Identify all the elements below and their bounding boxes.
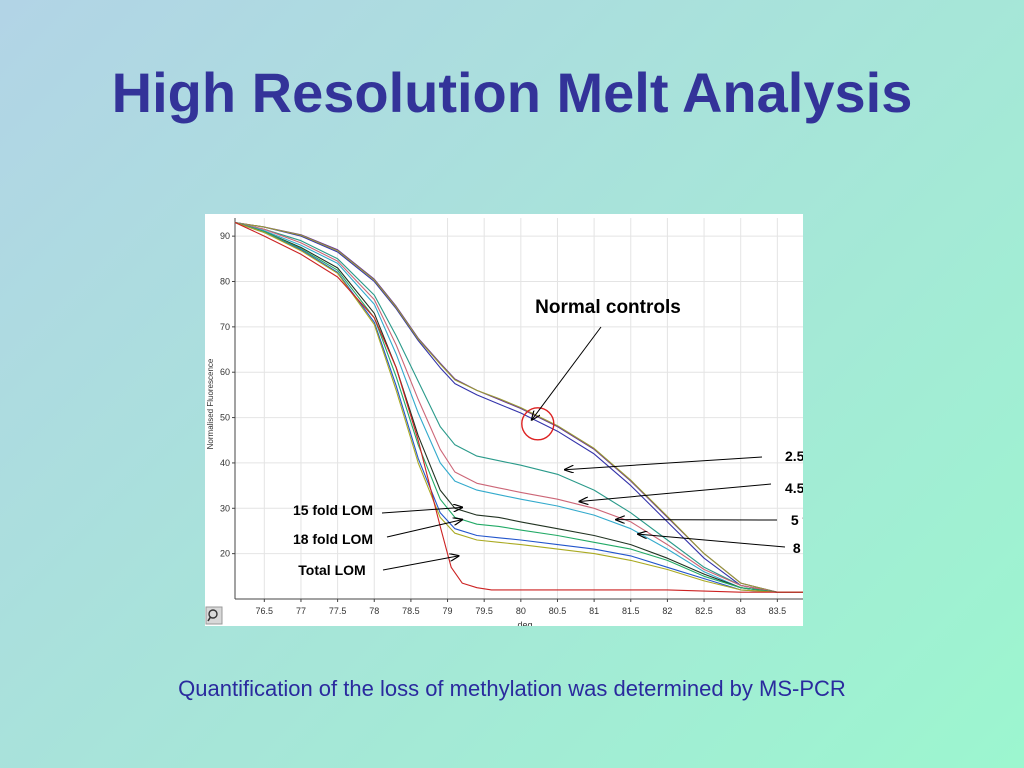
x-tick-label: 80.5: [549, 606, 567, 616]
melt-curve-series-3: [234, 221, 803, 593]
annotation-4-5-fold-lom: 4.5 fold LOM: [785, 480, 803, 496]
melt-curve-series-9: [234, 221, 803, 593]
x-tick-label: 83.5: [769, 606, 787, 616]
y-tick-label: 60: [220, 367, 230, 377]
melt-curve-series-1: [234, 221, 803, 593]
melt-curve-svg: 20 30 40 50 60 70 80 90 76.5 77 77.5 78 78.5 79 79.5 8…: [205, 218, 803, 626]
y-tick-label: 50: [220, 413, 230, 423]
annotation-5-fold-lom: 5 fold LOM: [791, 512, 803, 528]
arrow-4-5-fold-lom: [580, 483, 772, 502]
annotation-15-fold-lom: 15 fold LOM: [293, 502, 373, 518]
x-tick-label: 78.5: [402, 606, 420, 616]
y-axis-label: Normalised Fluorescence: [206, 358, 215, 449]
annotation-8-fold-lom: 8 fold LOM: [793, 540, 803, 556]
melt-curve-series-7: [234, 221, 803, 593]
melt-curve-series-6: [234, 221, 803, 593]
x-tick-label: 78: [369, 606, 379, 616]
arrow-2-5-fold-lom: [565, 456, 763, 470]
arrow-normal-controls: [532, 326, 602, 420]
y-tick-label: 80: [220, 277, 230, 287]
annotation-18-fold-lom: 18 fold LOM: [293, 531, 373, 547]
melt-curve-series-5: [234, 221, 803, 593]
arrow-total-lom: [382, 556, 459, 571]
x-tick-label: 77: [296, 606, 306, 616]
y-tick-label: 20: [220, 549, 230, 559]
normal-controls-highlight-circle: [521, 407, 555, 441]
x-tick-label: 79.5: [475, 606, 493, 616]
y-tick-label: 90: [220, 231, 230, 241]
melt-curve-series-10: [234, 221, 803, 593]
slide-caption: Quantification of the loss of methylatio…: [178, 676, 846, 701]
x-ticks: 76.5 77 77.5 78 78.5 79 79.5 80 80.5 81 81.5 82 82.5…: [256, 599, 787, 616]
x-axis-label: deg: [517, 620, 532, 626]
x-tick-label: 77.5: [329, 606, 347, 616]
x-tick-label: 82: [662, 606, 672, 616]
x-tick-label: 81: [589, 606, 599, 616]
arrow-18-fold-lom: [386, 520, 462, 538]
annotation-normal-controls: Normal controls: [535, 297, 681, 318]
melt-curve-chart: 20 30 40 50 60 70 80 90 76.5 77 77.5 78 78.5 79 79.5 8…: [205, 214, 803, 626]
annotation-2-5-fold-lom: 2.5 fold LOM: [785, 448, 803, 464]
annotation-total-lom: Total LOM: [298, 562, 365, 578]
y-tick-label: 40: [220, 458, 230, 468]
arrow-8-fold-lom: [638, 534, 786, 548]
melt-curve-series-8: [234, 221, 803, 593]
x-tick-label: 83: [736, 606, 746, 616]
x-tick-label: 79: [443, 606, 453, 616]
y-tick-label: 30: [220, 503, 230, 513]
x-tick-label: 76.5: [256, 606, 274, 616]
magnifier-icon[interactable]: [205, 606, 223, 625]
series-layer: [234, 221, 803, 593]
y-ticks: 20 30 40 50 60 70 80 90: [220, 231, 235, 559]
x-tick-label: 82.5: [695, 606, 713, 616]
y-tick-label: 70: [220, 322, 230, 332]
arrow-15-fold-lom: [381, 507, 462, 514]
melt-curve-series-4: [234, 221, 803, 593]
x-tick-label: 80: [516, 606, 526, 616]
slide-title: High Resolution Melt Analysis: [111, 61, 913, 124]
x-tick-label: 81.5: [622, 606, 640, 616]
annotations: Normal controls 2.5 fold LOM 4.5 fold LO…: [293, 297, 803, 578]
melt-curve-series-11: [234, 222, 803, 593]
